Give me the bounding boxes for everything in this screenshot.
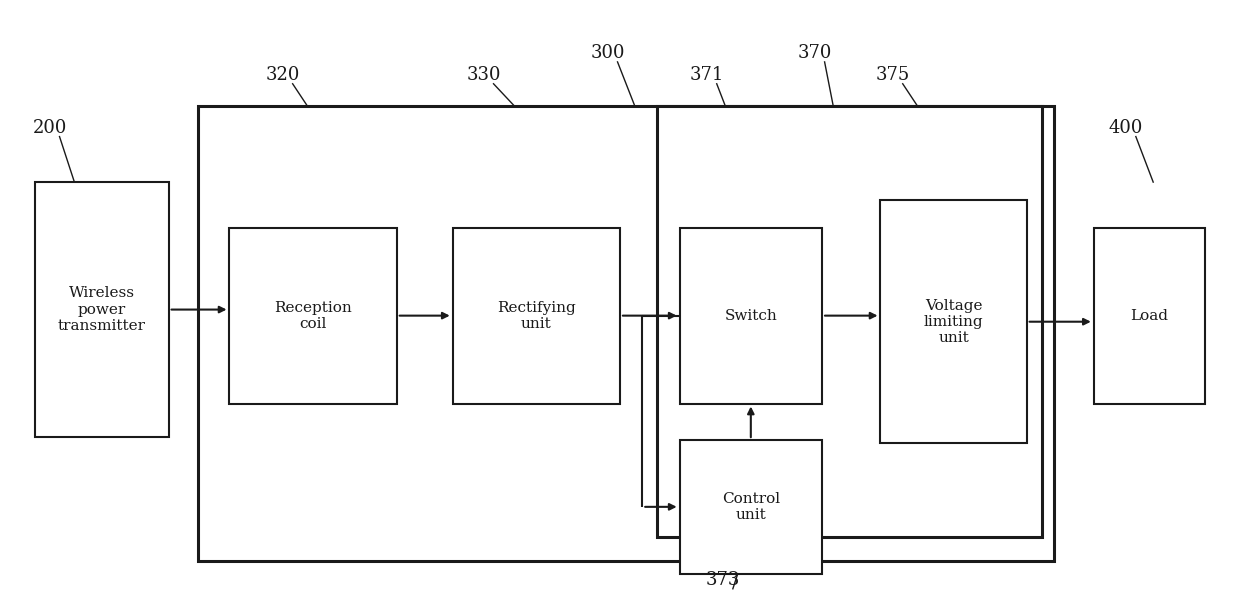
Text: 370: 370 <box>797 44 832 62</box>
Bar <box>453 228 620 404</box>
Bar <box>229 228 397 404</box>
Text: 300: 300 <box>590 44 625 62</box>
Text: Switch: Switch <box>724 308 777 323</box>
Bar <box>680 228 822 404</box>
Text: 375: 375 <box>875 66 910 84</box>
Text: 371: 371 <box>689 66 724 84</box>
Text: 320: 320 <box>265 66 300 84</box>
Bar <box>1094 228 1205 404</box>
Text: Control
unit: Control unit <box>722 492 780 522</box>
Text: 373: 373 <box>706 571 740 589</box>
Bar <box>657 106 1042 537</box>
Bar <box>35 182 169 437</box>
Bar <box>880 200 1027 443</box>
Text: 200: 200 <box>32 118 67 137</box>
Text: 330: 330 <box>466 66 501 84</box>
Text: 400: 400 <box>1109 118 1143 137</box>
Text: Wireless
power
transmitter: Wireless power transmitter <box>58 287 145 333</box>
Text: Rectifying
unit: Rectifying unit <box>497 300 575 331</box>
Bar <box>680 440 822 574</box>
Bar <box>198 106 1054 561</box>
Text: Load: Load <box>1131 308 1168 323</box>
Text: Reception
coil: Reception coil <box>274 300 352 331</box>
Text: Voltage
limiting
unit: Voltage limiting unit <box>924 299 983 345</box>
